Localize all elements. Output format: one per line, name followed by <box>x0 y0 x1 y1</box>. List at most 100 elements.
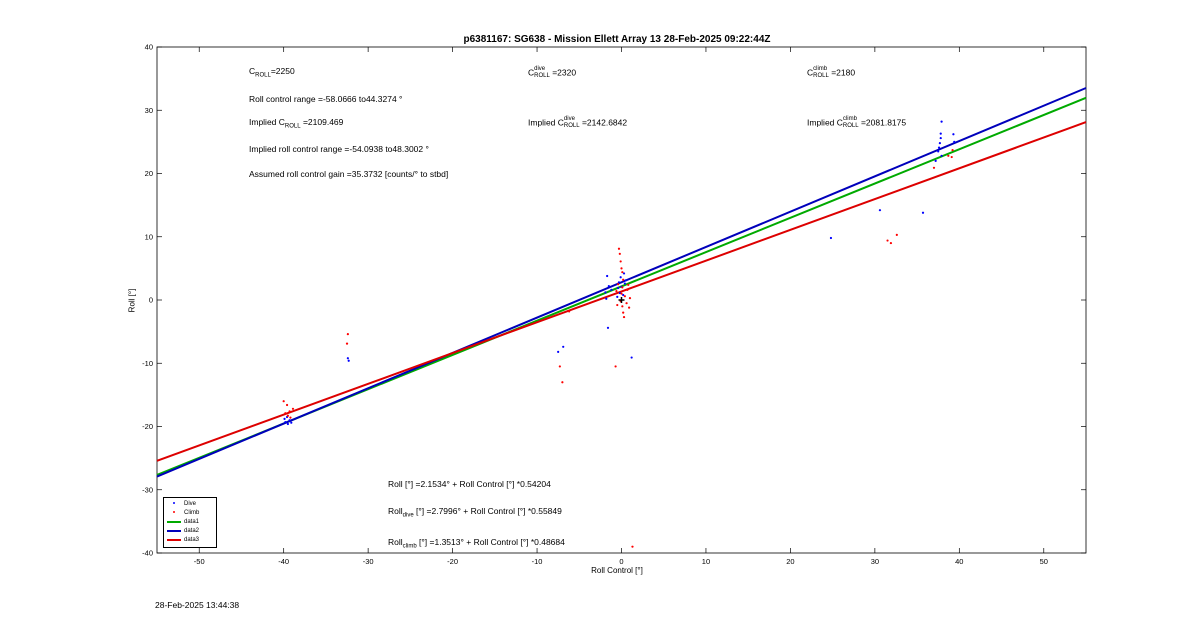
dive-point <box>940 154 943 157</box>
dive-point <box>618 291 621 295</box>
dive-point <box>630 356 633 359</box>
dive-point <box>622 293 625 297</box>
annotation-fit-all: Roll [°] =2.1534° + Roll Control [°] *0.… <box>388 479 551 489</box>
x-tick-label: 10 <box>702 557 710 566</box>
climb-point <box>617 247 621 250</box>
dive-point <box>952 133 955 136</box>
y-tick-label: 10 <box>145 232 153 241</box>
chart-title: p6381167: SG638 - Mission Ellett Array 1… <box>463 34 771 45</box>
annotation-implied-c-climb: Implied Cclimb ROLL =2081.8175 <box>807 116 907 129</box>
x-tick-label: -10 <box>532 557 543 566</box>
climb-point <box>895 233 898 236</box>
annotation-fit-climb: Rollclimb [°] =1.3513° + Roll Control [°… <box>388 537 565 550</box>
annotation-gain: Assumed roll control gain =35.3732 [coun… <box>249 169 449 179</box>
y-tick-label: -10 <box>142 359 153 368</box>
x-tick-label: 0 <box>619 557 623 566</box>
dive-point <box>939 132 942 135</box>
dive-point <box>607 284 610 288</box>
climb-point <box>282 400 285 403</box>
dive-point <box>878 209 882 212</box>
dive-point <box>937 146 941 149</box>
annotation-c-dive: Cdive ROLL =2320 <box>528 66 577 79</box>
climb-point <box>616 303 619 307</box>
climb-point <box>291 407 295 410</box>
dive-point <box>617 286 620 290</box>
climb-point <box>932 166 936 169</box>
climb-point <box>627 283 630 286</box>
dive-point <box>604 291 607 294</box>
annotation-implied-range: Implied roll control range =-54.0938 to4… <box>249 144 429 154</box>
dive-point <box>938 142 941 145</box>
dive-point <box>284 420 287 424</box>
climb-point <box>621 286 624 289</box>
dive-point <box>346 357 349 360</box>
climb-point <box>621 305 624 308</box>
x-tick-label: -50 <box>194 557 205 566</box>
climb-point <box>289 416 292 419</box>
climb-point <box>628 306 631 309</box>
dive-point <box>622 272 626 275</box>
dive-point <box>606 274 609 278</box>
climb-point <box>285 403 289 407</box>
annotation-c-climb: Cclimb ROLL =2180 <box>807 66 856 79</box>
data-points <box>282 120 956 548</box>
climb-point <box>631 545 634 548</box>
dive-point <box>283 417 286 421</box>
x-tick-label: -20 <box>447 557 458 566</box>
dive-point <box>937 150 940 153</box>
legend-item-data1: data1 <box>167 517 199 526</box>
climb-point <box>621 271 624 274</box>
y-tick-label: -30 <box>142 485 153 494</box>
fit-line-3 <box>156 121 1087 462</box>
dive-point <box>290 421 293 424</box>
x-tick-label: -40 <box>278 557 289 566</box>
climb-point <box>625 302 628 305</box>
annotation-implied-c-dive: Implied Cdive ROLL =2142.6842 <box>528 116 628 129</box>
dive-point <box>619 276 622 279</box>
dive-point <box>921 211 925 214</box>
x-tick-label: 20 <box>786 557 794 566</box>
dive-point <box>286 422 290 426</box>
climb-point <box>617 283 620 286</box>
x-axis-label: Roll Control [°] <box>591 566 643 575</box>
climb-point <box>622 315 626 319</box>
climb-point <box>620 267 623 270</box>
dive-point <box>557 350 560 353</box>
legend: Dive Climb data1 data2 data3 <box>163 497 217 548</box>
legend-item-climb: Climb <box>167 508 199 517</box>
dive-point <box>617 281 621 284</box>
axis-ticks: -50 -40 -30 -20 -10 0 10 20 30 40 50 -40 -30 -20 -10 0 1… <box>142 43 1086 566</box>
x-tick-label: 30 <box>871 557 879 566</box>
climb-point <box>288 410 291 413</box>
x-tick-label: 50 <box>1040 557 1048 566</box>
zero-marker <box>618 297 625 303</box>
annotation-fit-dive: Rolldive [°] =2.7996° + Roll Control [°]… <box>388 506 562 519</box>
dive-point <box>347 359 350 362</box>
dive-point <box>610 288 613 291</box>
annotation-c-roll: CROLL=2250 <box>249 66 295 79</box>
climb-point <box>951 148 954 152</box>
y-axis-label: Roll [°] <box>127 288 137 313</box>
climb-point <box>947 154 950 157</box>
climb-point <box>345 342 349 345</box>
climb-point <box>886 239 889 242</box>
dive-point <box>940 120 943 123</box>
climb-point <box>889 241 893 245</box>
dive-point <box>616 295 619 298</box>
x-tick-label: 40 <box>955 557 963 566</box>
climb-point <box>620 292 623 295</box>
y-tick-label: -40 <box>142 549 153 558</box>
dive-point <box>623 282 626 285</box>
annotation-implied-c-roll: Implied CROLL =2109.469 <box>249 117 344 130</box>
climb-point <box>286 414 290 417</box>
climb-point <box>622 311 625 314</box>
dive-point <box>934 159 937 162</box>
y-tick-label: 40 <box>145 43 153 52</box>
climb-point <box>284 412 287 415</box>
legend-item-dive: Dive <box>167 499 196 508</box>
x-tick-label: -30 <box>363 557 374 566</box>
dive-point <box>939 136 942 140</box>
climb-point <box>561 381 564 384</box>
annotation-roll-range: Roll control range =-58.0666 to44.3274 ° <box>249 94 403 104</box>
